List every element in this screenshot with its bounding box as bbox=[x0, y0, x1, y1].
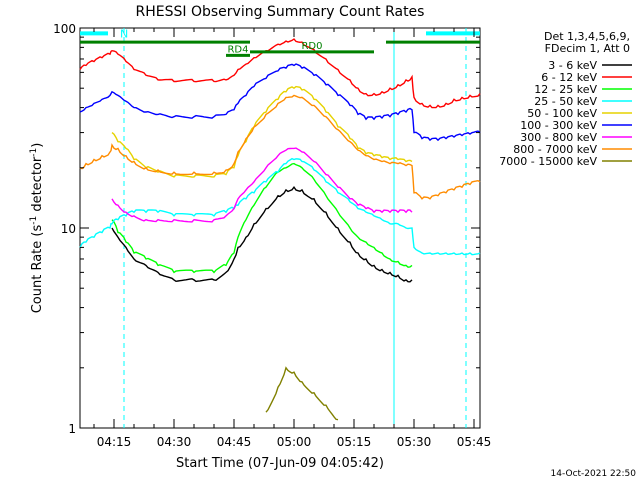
chart-title: RHESSI Observing Summary Count Rates bbox=[136, 4, 425, 20]
legend-header: Det 1,3,4,5,6,9, bbox=[544, 30, 630, 43]
x-tick-label: 05:15 bbox=[337, 435, 372, 449]
legend-item-label: 6 - 12 keV bbox=[541, 71, 597, 84]
series-line bbox=[79, 38, 481, 109]
legend-item-label: 12 - 25 keV bbox=[534, 83, 597, 96]
y-axis-label-part: ) bbox=[30, 143, 45, 148]
vertical-markers bbox=[123, 28, 467, 428]
plot-frame bbox=[79, 27, 481, 429]
series-line bbox=[111, 162, 413, 274]
x-tick-label: 05:30 bbox=[397, 435, 432, 449]
y-axis-ticks: 1 10 100 bbox=[53, 22, 480, 436]
x-tick-label: 04:15 bbox=[97, 435, 132, 449]
legend: Det 1,3,4,5,6,9, FDecim 1, Att 0 3 - 6 k… bbox=[499, 30, 632, 168]
x-tick-label: 04:45 bbox=[217, 435, 252, 449]
state-bar-label: RD0 bbox=[301, 41, 322, 52]
legend-item-label: 800 - 7000 keV bbox=[513, 143, 597, 156]
series-line bbox=[79, 94, 481, 200]
y-axis-label-sup: -1 bbox=[29, 148, 39, 157]
legend-item-label: 300 - 800 keV bbox=[520, 131, 597, 144]
series-line bbox=[265, 366, 339, 421]
legend-header: FDecim 1, Att 0 bbox=[545, 42, 630, 55]
series-line bbox=[111, 85, 413, 178]
series-line bbox=[111, 186, 413, 283]
legend-item-label: 7000 - 15000 keV bbox=[499, 155, 597, 168]
attenuator-bar-label: N bbox=[120, 27, 128, 40]
x-tick-label: 04:30 bbox=[157, 435, 192, 449]
legend-item-label: 100 - 300 keV bbox=[520, 119, 597, 132]
y-tick-label: 100 bbox=[53, 22, 76, 36]
series-line bbox=[111, 147, 413, 223]
state-bars: N RD4 RD0 bbox=[80, 27, 480, 57]
series-line bbox=[79, 63, 481, 142]
x-axis-label: Start Time (07-Jun-09 04:05:42) bbox=[176, 456, 384, 471]
legend-item-label: 25 - 50 keV bbox=[534, 95, 597, 108]
x-axis-ticks: 04:15 04:30 04:45 05:00 05:15 05:30 05:45 bbox=[93, 28, 492, 449]
plot-area: N RD4 RD0 04:15 04:30 04:45 05:00 05:15 05:30 05… bbox=[53, 22, 491, 449]
footer-date: 14-Oct-2021 22:50 bbox=[551, 469, 637, 479]
series-line bbox=[79, 157, 481, 256]
y-tick-label: 10 bbox=[61, 222, 76, 236]
state-bar-label: RD4 bbox=[227, 44, 248, 55]
legend-item-label: 3 - 6 keV bbox=[548, 59, 597, 72]
y-axis-label-part: Count Rate (s bbox=[30, 225, 45, 314]
y-tick-label: 1 bbox=[68, 422, 76, 436]
y-axis-label: Count Rate (s-1 detector-1) bbox=[29, 143, 45, 314]
x-tick-label: 05:00 bbox=[277, 435, 312, 449]
y-axis-label-sup: -1 bbox=[29, 216, 39, 225]
y-axis-label-part: detector bbox=[30, 156, 45, 216]
series-lines bbox=[79, 38, 481, 421]
legend-item-label: 50 - 100 keV bbox=[527, 107, 597, 120]
x-tick-label: 05:45 bbox=[457, 435, 492, 449]
